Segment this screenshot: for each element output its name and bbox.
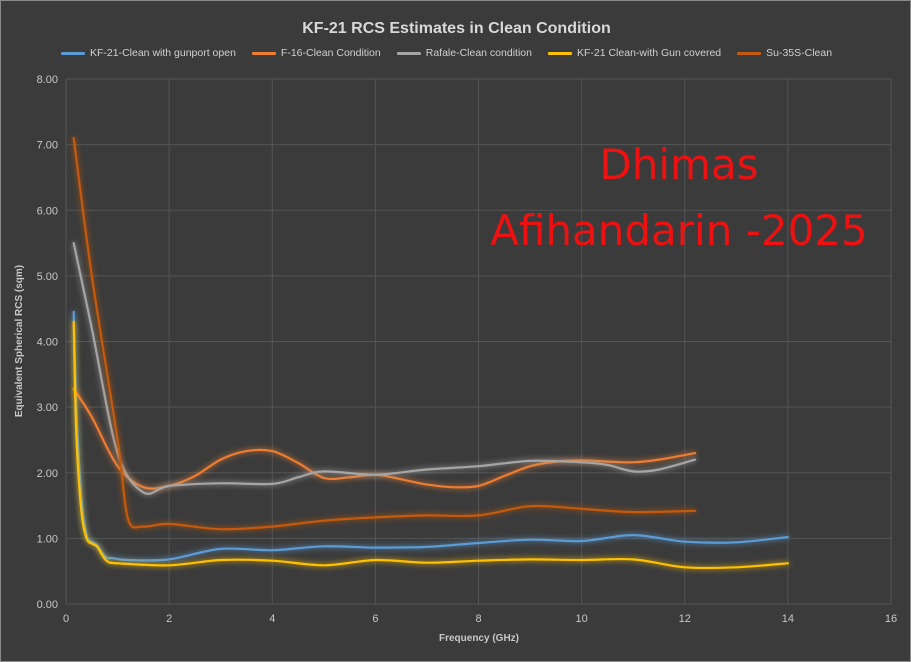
y-tick-label: 6.00 xyxy=(37,205,58,217)
series-line-3 xyxy=(72,242,697,495)
x-tick-label: 8 xyxy=(475,613,481,625)
y-tick-label: 3.00 xyxy=(37,402,58,414)
legend-label: Su-35S-Clean xyxy=(766,47,833,59)
legend-swatch xyxy=(61,51,85,55)
y-axis-title: Equivalent Spherical RCS (sqm) xyxy=(14,265,25,417)
y-tick-label: 8.00 xyxy=(37,74,58,86)
x-tick-label: 12 xyxy=(679,613,691,625)
series-line-4 xyxy=(72,320,789,570)
legend-item-4: KF-21 Clean-with Gun covered xyxy=(547,47,722,59)
legend-swatch xyxy=(251,51,276,55)
x-tick-label: 14 xyxy=(782,613,794,625)
x-tick-label: 6 xyxy=(372,613,378,625)
legend-label: Rafale-Clean condition xyxy=(425,47,532,59)
y-tick-label: 2.00 xyxy=(37,468,58,480)
x-tick-label: 0 xyxy=(63,613,69,625)
legend-swatch xyxy=(396,51,421,55)
legend-item-2: F-16-Clean Condition xyxy=(251,47,381,59)
y-tick-label: 1.00 xyxy=(37,533,58,545)
legend-item-3: Rafale-Clean condition xyxy=(396,47,532,59)
x-axis-ticks: 0 2 4 6 8 10 12 14 16 xyxy=(63,613,897,625)
legend-label: KF-21 Clean-with Gun covered xyxy=(576,47,722,59)
watermark-line-2: Afihandarin -2025 xyxy=(490,206,868,255)
y-tick-label: 4.00 xyxy=(37,337,58,349)
legend-swatch xyxy=(547,51,572,55)
x-tick-label: 10 xyxy=(576,613,588,625)
chart-series xyxy=(72,137,789,570)
watermark-line-1: Dhimas xyxy=(599,140,758,189)
y-tick-label: 7.00 xyxy=(37,140,58,152)
x-tick-label: 4 xyxy=(269,613,275,625)
y-tick-label: 5.00 xyxy=(37,271,58,283)
y-tick-label: 0.00 xyxy=(37,599,58,611)
series-line-5 xyxy=(72,137,697,531)
chart-legend: KF-21-Clean with gunport open F-16-Clean … xyxy=(61,47,832,59)
legend-item-1: KF-21-Clean with gunport open xyxy=(61,47,236,59)
series-line-1 xyxy=(72,310,789,562)
y-axis-ticks: 0.00 1.00 2.00 3.00 4.00 5.00 6.00 7.00 8.00 xyxy=(37,74,58,611)
x-tick-label: 2 xyxy=(166,613,172,625)
legend-label: F-16-Clean Condition xyxy=(280,47,381,59)
x-tick-label: 16 xyxy=(885,613,897,625)
grid-horizontal-lines xyxy=(66,78,891,605)
x-axis-title: Frequency (GHz) xyxy=(439,633,519,644)
legend-label: KF-21-Clean with gunport open xyxy=(90,47,236,59)
legend-item-5: Su-35S-Clean xyxy=(737,47,832,59)
chart-title: KF-21 RCS Estimates in Clean Condition xyxy=(302,20,611,37)
legend-swatch xyxy=(737,51,762,55)
